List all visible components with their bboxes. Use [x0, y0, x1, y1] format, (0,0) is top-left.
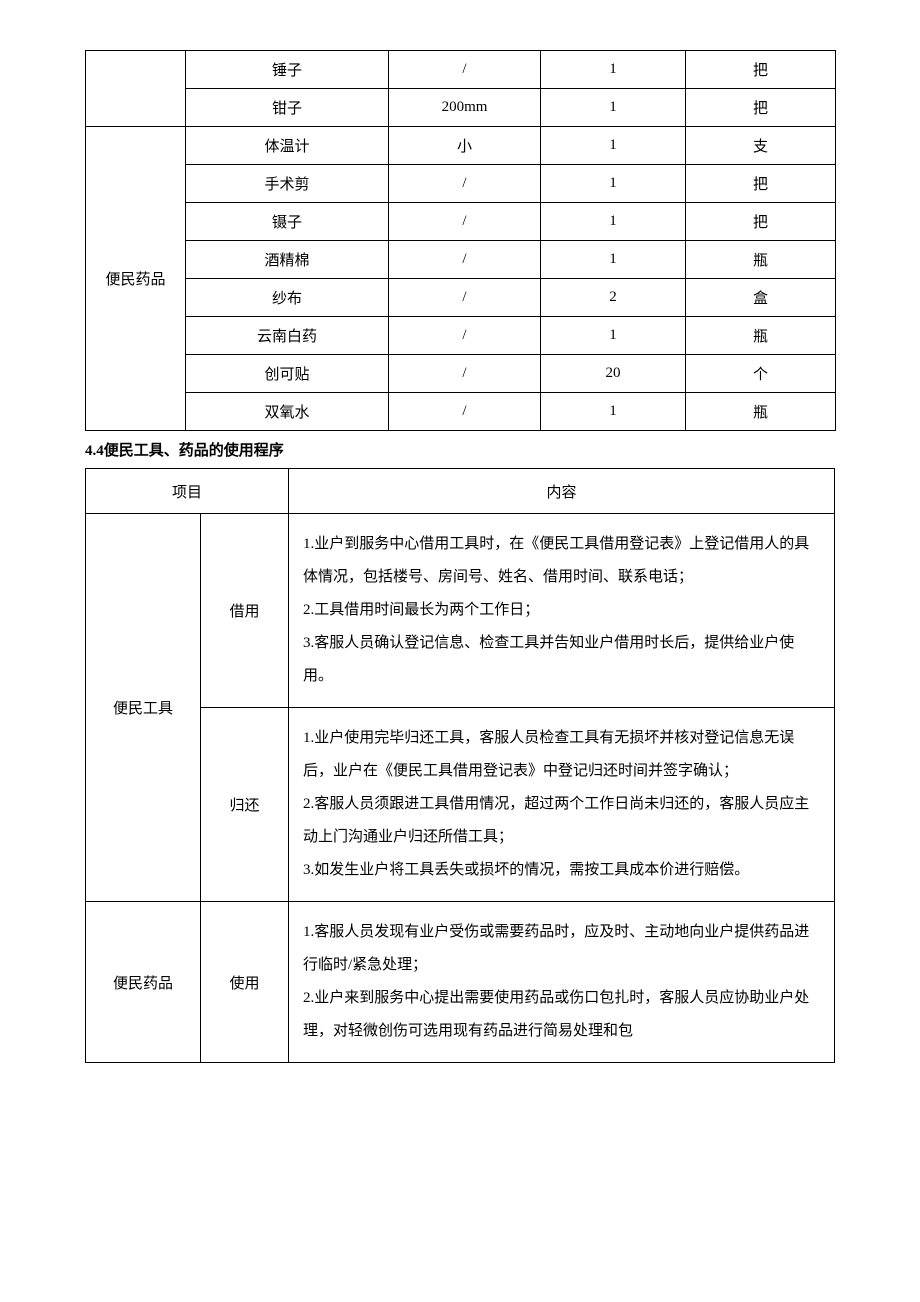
- spec-cell: 小: [389, 127, 541, 165]
- unit-cell: 瓶: [686, 241, 836, 279]
- spec-cell: /: [389, 203, 541, 241]
- table-header-row: 项目 内容: [86, 469, 835, 514]
- qty-cell: 1: [541, 51, 686, 89]
- spec-cell: /: [389, 317, 541, 355]
- unit-cell: 盒: [686, 279, 836, 317]
- table-row: 钳子 200mm 1 把: [86, 89, 836, 127]
- table-row: 镊子 / 1 把: [86, 203, 836, 241]
- supplies-table: 锤子 / 1 把 钳子 200mm 1 把 便民药品 体温计 小 1 支 手术剪…: [85, 50, 836, 431]
- unit-cell: 瓶: [686, 393, 836, 431]
- qty-cell: 1: [541, 89, 686, 127]
- category-cell: [86, 51, 186, 127]
- header-content: 内容: [289, 469, 835, 514]
- spec-cell: /: [389, 51, 541, 89]
- table-row: 手术剪 / 1 把: [86, 165, 836, 203]
- table-row: 便民工具 借用 1.业户到服务中心借用工具时，在《便民工具借用登记表》上登记借用…: [86, 514, 835, 708]
- action-cell: 使用: [201, 902, 289, 1063]
- content-cell: 1.客服人员发现有业户受伤或需要药品时，应及时、主动地向业户提供药品进行临时/紧…: [289, 902, 835, 1063]
- spec-cell: /: [389, 241, 541, 279]
- qty-cell: 2: [541, 279, 686, 317]
- table-row: 双氧水 / 1 瓶: [86, 393, 836, 431]
- item-cell: 双氧水: [186, 393, 389, 431]
- table-row: 纱布 / 2 盒: [86, 279, 836, 317]
- category-cell: 便民工具: [86, 514, 201, 902]
- item-cell: 创可贴: [186, 355, 389, 393]
- item-cell: 酒精棉: [186, 241, 389, 279]
- qty-cell: 1: [541, 393, 686, 431]
- item-cell: 云南白药: [186, 317, 389, 355]
- action-cell: 借用: [201, 514, 289, 708]
- qty-cell: 20: [541, 355, 686, 393]
- item-cell: 镊子: [186, 203, 389, 241]
- item-cell: 体温计: [186, 127, 389, 165]
- qty-cell: 1: [541, 165, 686, 203]
- table-row: 便民药品 体温计 小 1 支: [86, 127, 836, 165]
- qty-cell: 1: [541, 203, 686, 241]
- header-project: 项目: [86, 469, 289, 514]
- category-cell: 便民药品: [86, 902, 201, 1063]
- table-row: 锤子 / 1 把: [86, 51, 836, 89]
- qty-cell: 1: [541, 241, 686, 279]
- spec-cell: /: [389, 393, 541, 431]
- unit-cell: 把: [686, 51, 836, 89]
- unit-cell: 个: [686, 355, 836, 393]
- spec-cell: /: [389, 355, 541, 393]
- unit-cell: 瓶: [686, 317, 836, 355]
- unit-cell: 把: [686, 89, 836, 127]
- section-title: 4.4便民工具、药品的使用程序: [85, 439, 835, 460]
- qty-cell: 1: [541, 127, 686, 165]
- table-row: 便民药品 使用 1.客服人员发现有业户受伤或需要药品时，应及时、主动地向业户提供…: [86, 902, 835, 1063]
- table-row: 云南白药 / 1 瓶: [86, 317, 836, 355]
- action-cell: 归还: [201, 708, 289, 902]
- table-row: 创可贴 / 20 个: [86, 355, 836, 393]
- item-cell: 钳子: [186, 89, 389, 127]
- unit-cell: 把: [686, 165, 836, 203]
- procedure-table: 项目 内容 便民工具 借用 1.业户到服务中心借用工具时，在《便民工具借用登记表…: [85, 468, 835, 1063]
- category-cell: 便民药品: [86, 127, 186, 431]
- qty-cell: 1: [541, 317, 686, 355]
- unit-cell: 把: [686, 203, 836, 241]
- table-row: 酒精棉 / 1 瓶: [86, 241, 836, 279]
- spec-cell: 200mm: [389, 89, 541, 127]
- spec-cell: /: [389, 165, 541, 203]
- content-cell: 1.业户使用完毕归还工具，客服人员检查工具有无损坏并核对登记信息无误后，业户在《…: [289, 708, 835, 902]
- spec-cell: /: [389, 279, 541, 317]
- item-cell: 锤子: [186, 51, 389, 89]
- item-cell: 纱布: [186, 279, 389, 317]
- item-cell: 手术剪: [186, 165, 389, 203]
- unit-cell: 支: [686, 127, 836, 165]
- content-cell: 1.业户到服务中心借用工具时，在《便民工具借用登记表》上登记借用人的具体情况，包…: [289, 514, 835, 708]
